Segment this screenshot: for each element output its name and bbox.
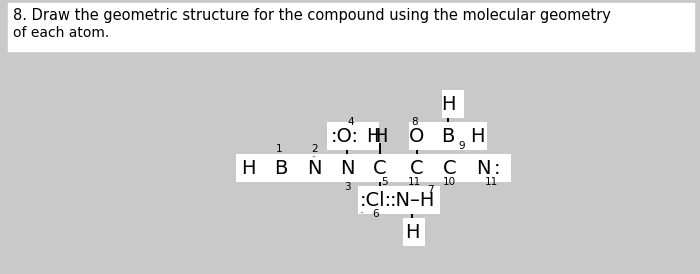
Text: of each atom.: of each atom. <box>13 26 109 40</box>
Bar <box>358 186 440 214</box>
Text: ··: ·· <box>359 210 365 218</box>
Text: B: B <box>274 158 288 178</box>
Bar <box>236 154 511 182</box>
Text: B: B <box>441 127 455 145</box>
Text: ··: ·· <box>312 153 316 162</box>
Text: N: N <box>307 158 321 178</box>
Bar <box>409 122 487 150</box>
Text: 6: 6 <box>372 209 379 219</box>
Text: :N–H: :N–H <box>389 190 435 210</box>
Text: H: H <box>470 127 484 145</box>
Text: :O:: :O: <box>331 127 359 145</box>
Text: C: C <box>410 158 424 178</box>
Text: 4: 4 <box>348 117 354 127</box>
Bar <box>442 90 464 118</box>
Text: C: C <box>373 158 387 178</box>
Text: 11: 11 <box>484 177 498 187</box>
Text: 11: 11 <box>407 177 421 187</box>
Text: C: C <box>443 158 457 178</box>
Text: O: O <box>410 127 425 145</box>
Text: H: H <box>365 127 380 145</box>
Text: :Cl:: :Cl: <box>360 190 392 210</box>
Text: 8. Draw the geometric structure for the compound using the molecular geometry: 8. Draw the geometric structure for the … <box>13 8 611 23</box>
Text: H: H <box>241 158 256 178</box>
Text: 8: 8 <box>412 117 419 127</box>
Text: H: H <box>372 127 387 145</box>
Bar <box>403 218 425 246</box>
Text: 5: 5 <box>382 177 388 187</box>
Text: :: : <box>494 158 500 178</box>
FancyBboxPatch shape <box>8 3 694 51</box>
Text: 2: 2 <box>312 144 318 154</box>
Text: 10: 10 <box>442 177 456 187</box>
Text: H: H <box>405 222 419 241</box>
Bar <box>327 122 379 150</box>
Text: N: N <box>476 158 490 178</box>
Text: 7: 7 <box>427 185 433 195</box>
Text: 1: 1 <box>276 144 282 154</box>
Text: N: N <box>340 158 354 178</box>
Text: H: H <box>441 95 455 113</box>
Text: 9: 9 <box>458 141 466 151</box>
Text: 3: 3 <box>344 182 350 192</box>
